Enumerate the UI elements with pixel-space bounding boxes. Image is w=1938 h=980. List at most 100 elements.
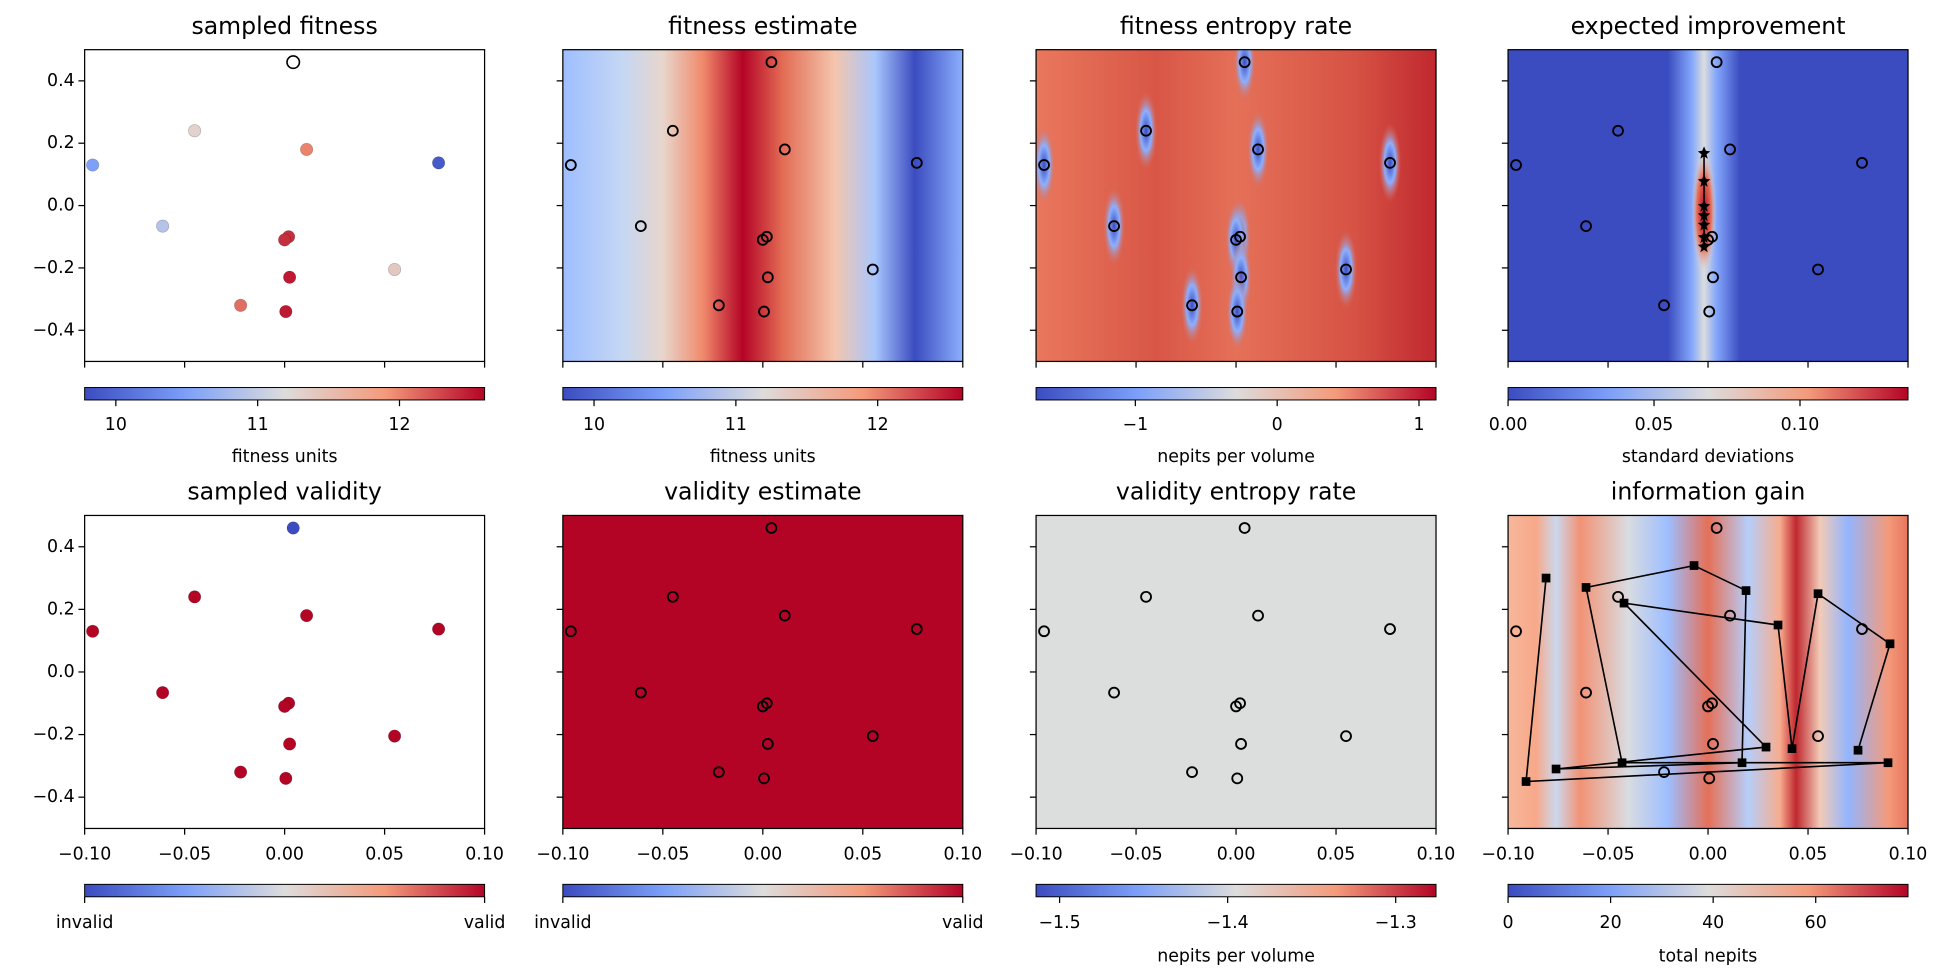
colorbar bbox=[84, 883, 486, 898]
heatmap bbox=[1036, 515, 1437, 829]
colorbar-label: fitness units bbox=[232, 447, 338, 467]
panel-title: fitness estimate bbox=[668, 12, 857, 40]
sample-point bbox=[761, 271, 774, 284]
sample-point bbox=[910, 156, 923, 169]
sample-point bbox=[1235, 271, 1247, 284]
x-tick-label: 0.00 bbox=[743, 845, 782, 865]
sample-point bbox=[634, 220, 647, 233]
info-gain-path-point bbox=[1551, 764, 1561, 774]
sample-point bbox=[1340, 263, 1352, 276]
panel-title: information gain bbox=[1611, 478, 1806, 506]
sample-point bbox=[86, 158, 100, 172]
entropy-dip bbox=[1036, 125, 1056, 205]
sample-point bbox=[1580, 220, 1592, 233]
sample-point bbox=[1510, 159, 1522, 171]
sample-point bbox=[286, 55, 301, 70]
sample-point bbox=[388, 262, 402, 276]
colorbar-tick-label: 1 bbox=[1413, 415, 1424, 435]
colorbar-tick-label: invalid bbox=[56, 913, 113, 933]
y-tick-label: 0.4 bbox=[47, 71, 75, 91]
sample-point bbox=[1812, 730, 1824, 743]
sample-point bbox=[1710, 56, 1723, 69]
colorbar bbox=[1035, 387, 1437, 401]
sample-point bbox=[1140, 590, 1152, 603]
colorbar bbox=[562, 387, 964, 401]
sample-point bbox=[278, 233, 292, 247]
sample-point bbox=[1340, 730, 1352, 743]
x-tick-label: −0.05 bbox=[636, 845, 689, 865]
sample-point bbox=[300, 142, 314, 156]
sample-point bbox=[1707, 271, 1719, 284]
colorbar-tick-label: 0.05 bbox=[1635, 415, 1674, 435]
x-tick-label: −0.10 bbox=[536, 845, 589, 865]
colorbar-tick-label: −1.4 bbox=[1207, 913, 1249, 933]
sample-point bbox=[778, 143, 791, 156]
sample-point bbox=[1580, 686, 1592, 699]
x-tick-label: −0.05 bbox=[1581, 845, 1634, 865]
x-tick-label: 0.05 bbox=[365, 845, 404, 865]
heatmap-background bbox=[562, 515, 963, 829]
colorbar-tick-label: −1.5 bbox=[1038, 913, 1080, 933]
sample-point bbox=[1612, 124, 1624, 137]
colorbar-tick-label: 12 bbox=[388, 415, 410, 435]
sample-point bbox=[234, 298, 248, 312]
sample-point bbox=[761, 738, 774, 750]
y-tick-label: 0.0 bbox=[47, 196, 75, 216]
x-tick-label: −0.10 bbox=[1481, 845, 1534, 865]
sample-point bbox=[1702, 233, 1714, 246]
entropy-dip bbox=[1334, 229, 1358, 310]
sample-point bbox=[1510, 625, 1522, 638]
colorbar-label: nepits per volume bbox=[1157, 946, 1315, 966]
x-tick-label: 0.10 bbox=[943, 845, 982, 865]
x-tick-label: 0.00 bbox=[1689, 845, 1728, 865]
x-tick-label: 0.10 bbox=[1417, 845, 1456, 865]
panel-title: sampled fitness bbox=[191, 12, 377, 40]
sample-point bbox=[1231, 305, 1244, 318]
sample-point bbox=[1038, 159, 1050, 171]
sample-point bbox=[564, 625, 577, 638]
sample-point bbox=[283, 737, 297, 751]
colorbar-tick-label: −1.3 bbox=[1375, 913, 1417, 933]
info-gain-path bbox=[1525, 564, 1891, 783]
sample-point bbox=[756, 233, 769, 246]
y-tick-label: 0.2 bbox=[47, 599, 75, 619]
sample-point bbox=[564, 159, 577, 171]
sample-point bbox=[1231, 772, 1244, 785]
sample-point bbox=[1186, 766, 1198, 779]
colorbar-tick-label: 0.10 bbox=[1781, 415, 1820, 435]
info-gain-path-point bbox=[1885, 639, 1895, 649]
info-gain-path-point bbox=[1581, 583, 1591, 592]
panel-title: expected improvement bbox=[1571, 12, 1846, 40]
sample-point bbox=[758, 772, 770, 785]
colorbar-label: total nepits bbox=[1659, 946, 1758, 966]
colorbar-tick-label: 40 bbox=[1702, 913, 1724, 933]
colorbar-label: fitness units bbox=[710, 447, 816, 467]
entropy-dip bbox=[1180, 265, 1204, 346]
panel-title: fitness entropy rate bbox=[1120, 12, 1352, 40]
sample-point bbox=[634, 686, 647, 699]
sample-point bbox=[756, 700, 769, 713]
sample-point bbox=[286, 521, 300, 535]
info-gain-path-point bbox=[1761, 742, 1771, 752]
info-gain-path-point bbox=[1787, 744, 1797, 753]
panel-title: validity entropy rate bbox=[1116, 478, 1356, 506]
y-tick-label: 0.4 bbox=[47, 537, 75, 557]
info-gain-path-point bbox=[1541, 573, 1551, 583]
sample-point bbox=[234, 765, 248, 779]
ei-path-point bbox=[1697, 218, 1711, 231]
colorbar-tick-label: −1 bbox=[1123, 415, 1149, 435]
sample-point bbox=[1252, 609, 1264, 622]
sample-point bbox=[1658, 299, 1670, 312]
x-tick-label: −0.05 bbox=[158, 845, 211, 865]
sample-point bbox=[278, 699, 292, 713]
colorbar-tick-label: 10 bbox=[583, 415, 605, 435]
colorbar-tick-label: 11 bbox=[247, 415, 269, 435]
sample-point bbox=[388, 729, 402, 743]
sample-point bbox=[765, 56, 778, 69]
sample-point bbox=[1703, 305, 1716, 318]
sample-point bbox=[712, 299, 725, 312]
info-gain-path-point bbox=[1773, 620, 1783, 630]
sample-point bbox=[866, 263, 879, 276]
heatmap bbox=[562, 515, 963, 829]
x-tick-label: 0.05 bbox=[1317, 845, 1356, 865]
